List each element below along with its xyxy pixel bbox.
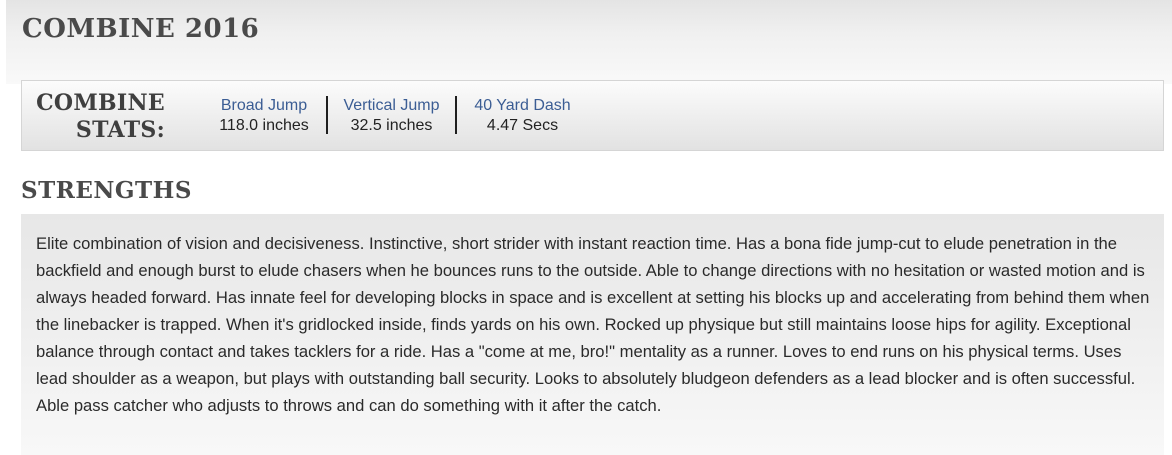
combine-stats-panel: COMBINE STATS: Broad Jump 118.0 inches V… — [21, 80, 1164, 151]
combine-stats-label: COMBINE STATS: — [22, 90, 165, 144]
stat-40-yard-dash-name[interactable]: 40 Yard Dash — [474, 97, 571, 114]
combine-stats-label-line1: COMBINE — [36, 90, 165, 116]
strengths-panel: Elite combination of vision and decisive… — [21, 214, 1164, 455]
stat-divider — [455, 96, 457, 134]
stat-vertical-jump-value: 32.5 inches — [350, 117, 433, 134]
stat-40-yard-dash: 40 Yard Dash 4.47 Secs — [471, 96, 574, 136]
stat-vertical-jump: Vertical Jump 32.5 inches — [340, 96, 443, 136]
combine-title: COMBINE 2016 — [22, 14, 260, 44]
stat-40-yard-dash-value: 4.47 Secs — [486, 117, 559, 134]
stat-broad-jump-value: 118.0 inches — [219, 117, 309, 134]
strengths-title: STRENGTHS — [21, 177, 192, 204]
stat-broad-jump-name[interactable]: Broad Jump — [220, 97, 308, 114]
combine-section-header: COMBINE 2016 — [6, 0, 1172, 84]
combine-stats-label-line2: STATS: — [75, 117, 165, 143]
stat-divider — [326, 96, 328, 134]
stat-broad-jump: Broad Jump 118.0 inches — [218, 96, 310, 136]
strengths-text: Elite combination of vision and decisive… — [36, 234, 1150, 415]
stat-vertical-jump-name[interactable]: Vertical Jump — [343, 97, 440, 114]
